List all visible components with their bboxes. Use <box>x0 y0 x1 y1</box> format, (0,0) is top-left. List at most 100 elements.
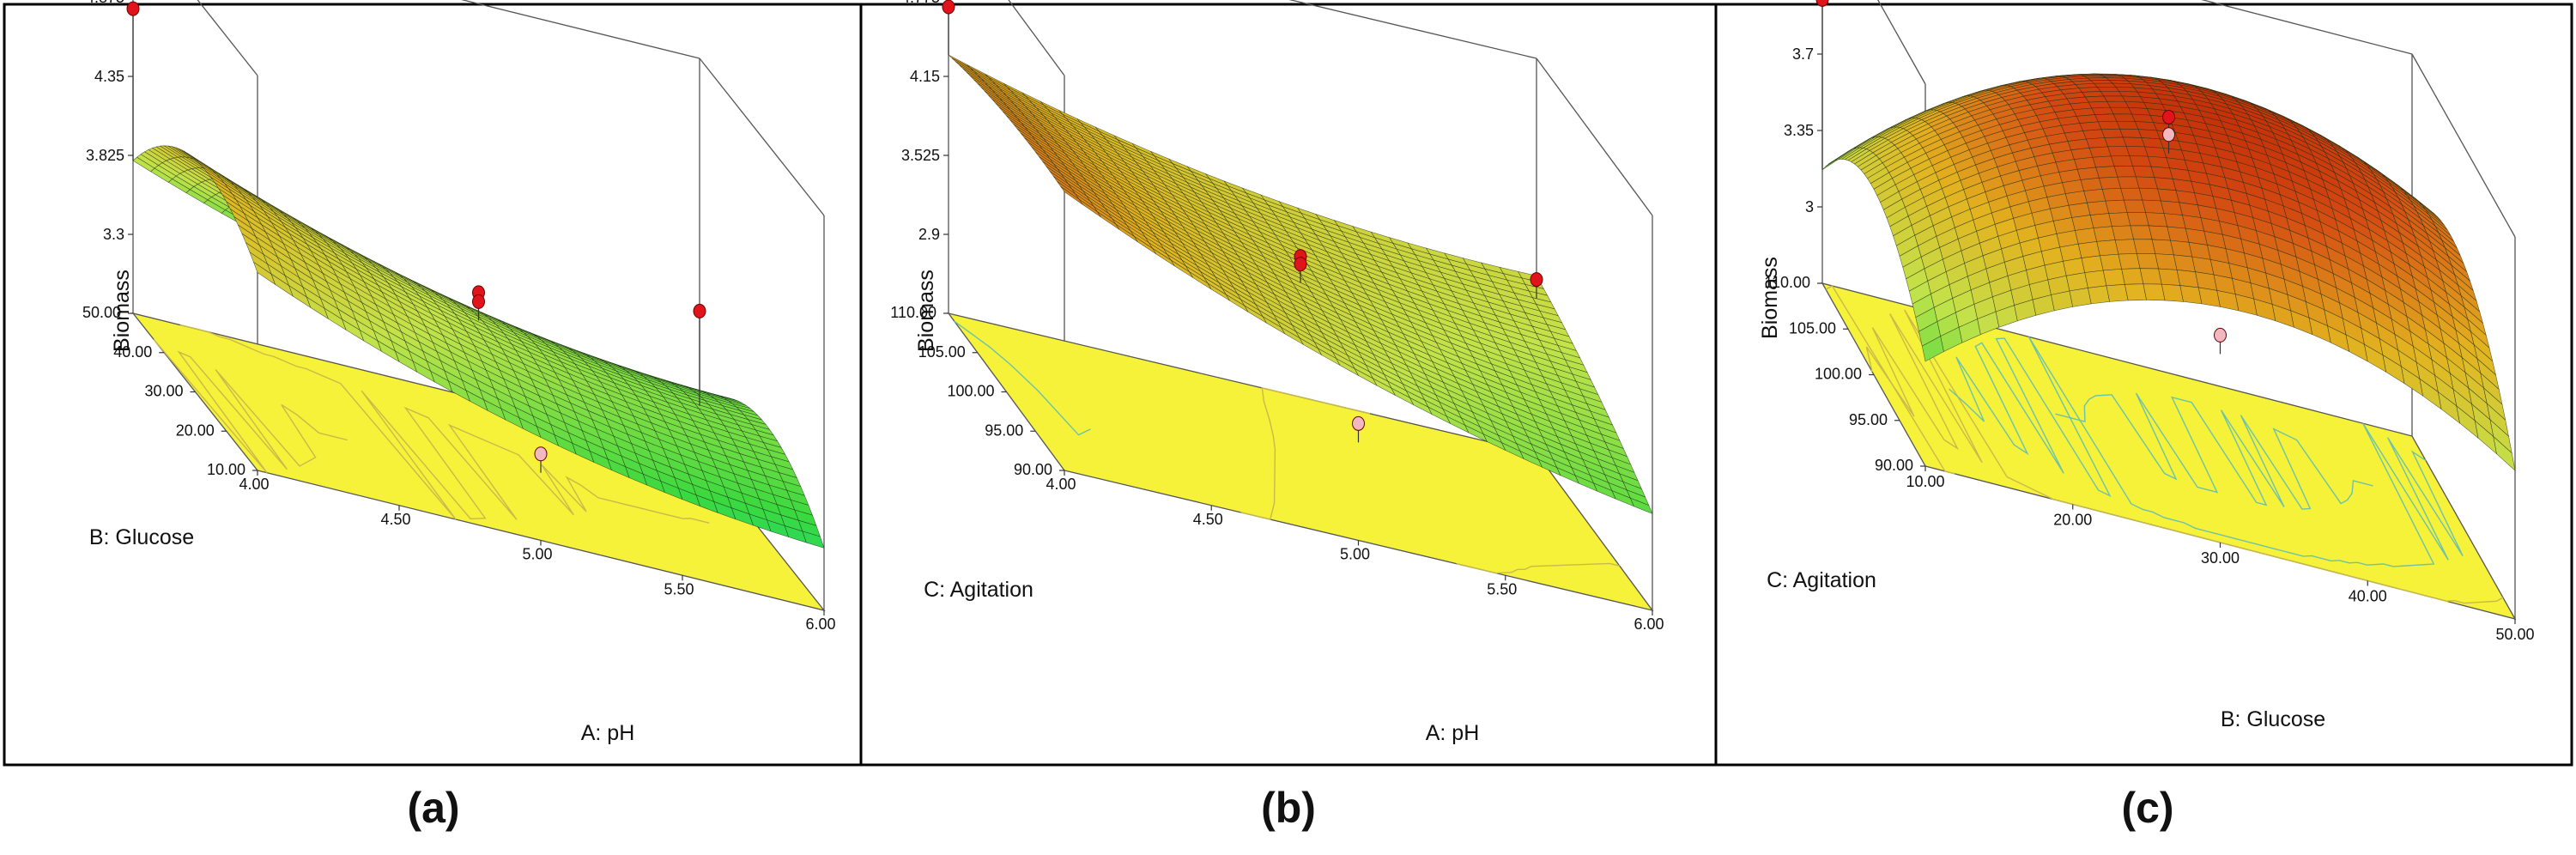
y-axis-label: C: Agitation <box>924 578 1033 602</box>
surface-cell <box>2130 225 2153 240</box>
contour-line <box>1240 387 1371 520</box>
surface-cell <box>2101 187 2124 202</box>
surface-cell <box>2069 288 2092 307</box>
y-tick-label: 40.00 <box>113 343 152 361</box>
surface-cell <box>2126 212 2149 227</box>
design-points <box>1815 0 2227 355</box>
surface-cell <box>2117 176 2140 189</box>
surface-cell <box>2096 87 2120 92</box>
design-point-marker <box>2162 109 2175 124</box>
z-tick-label: 3.3 <box>103 226 124 243</box>
surface-cell <box>2151 239 2174 256</box>
y-tick-label: 95.00 <box>1849 411 1888 428</box>
y-tick-label: 110.00 <box>1764 274 1810 291</box>
panel-frame <box>1714 3 2573 767</box>
x-tick-label: 20.00 <box>2053 512 2092 529</box>
surface-plot-c: 33.353.74.054.410.0020.0030.0040.0050.00… <box>1714 0 2573 832</box>
z-tick-label: 3 <box>1805 198 1814 215</box>
contour-line <box>2055 392 2373 510</box>
z-axis-label: Biomass <box>110 270 134 352</box>
panel-caption: (c) <box>2121 784 2173 832</box>
surface-cell <box>2086 137 2109 149</box>
box-edge <box>1288 0 1537 59</box>
x-tick-label: 5.50 <box>664 580 694 597</box>
surface-cell <box>2132 166 2155 178</box>
surface-cell <box>2107 146 2131 157</box>
surface-cell <box>2081 255 2104 273</box>
x-tick-label: 4.50 <box>1193 511 1223 528</box>
x-axis-ticks: 4.00 4.50 5.00 5.50 6.00 <box>239 470 836 633</box>
surface-cell <box>2137 253 2159 270</box>
surface-cell <box>2088 100 2111 109</box>
response-surface <box>948 54 1653 514</box>
design-point-marker <box>472 294 485 309</box>
contour-floor <box>1821 282 2517 621</box>
surface-cell <box>2111 155 2133 167</box>
surface-cell <box>2093 226 2116 242</box>
contour-line <box>153 339 348 474</box>
y-tick-label: 95.00 <box>985 421 1023 439</box>
surface-cell <box>2118 253 2141 270</box>
design-point-marker <box>942 0 955 15</box>
y-axis-ticks: 90.00 95.00 100.00 105.00 110.00 <box>890 304 1064 478</box>
surface-cell <box>2091 106 2114 115</box>
y-tick-label: 20.00 <box>176 421 215 439</box>
surface-cell <box>2076 167 2100 180</box>
design-points <box>942 0 1543 443</box>
surface-cell <box>2106 100 2130 108</box>
contour-line <box>1456 562 1620 574</box>
surface-cell <box>2125 146 2149 157</box>
surface-cell <box>2102 269 2125 287</box>
design-point-marker <box>534 446 548 462</box>
panel-caption: (b) <box>1261 784 1316 832</box>
surface-cell <box>1629 497 1653 514</box>
surface-cell <box>2100 253 2122 271</box>
surface-cell <box>2129 155 2152 167</box>
surface-cell <box>2088 146 2112 158</box>
box-edge <box>460 0 700 59</box>
design-points <box>126 1 706 473</box>
response-surface <box>132 145 825 549</box>
y-tick-label: 30.00 <box>144 383 183 400</box>
x-axis-label: B: Glucose <box>2221 707 2325 731</box>
z-tick-label: 4.35 <box>94 68 124 85</box>
y-tick-label: 50.00 <box>82 304 121 321</box>
surface-cell <box>2095 166 2118 179</box>
design-point-marker <box>693 303 706 318</box>
surface-cell <box>2135 176 2158 190</box>
surface-cell <box>2121 268 2144 285</box>
response-surface <box>1821 73 2516 471</box>
surface-cell <box>2097 120 2121 130</box>
surface-cell <box>2087 200 2110 215</box>
y-axis-ticks: 10.00 20.00 30.00 40.00 50.00 <box>82 304 258 478</box>
surface-cell <box>2114 239 2137 255</box>
surface-cell <box>2100 128 2124 138</box>
y-tick-label: 105.00 <box>918 343 966 361</box>
x-axis-label: A: pH <box>1426 721 1480 745</box>
surface-cell <box>2071 215 2094 231</box>
x-tick-label: 5.50 <box>1487 580 1517 597</box>
surface-cell <box>2124 283 2147 301</box>
surface-cell <box>2083 189 2106 203</box>
box-edge <box>2201 0 2413 55</box>
y-axis-label: B: Glucose <box>89 525 194 549</box>
surface-cell <box>802 531 825 549</box>
surface-cell <box>2142 199 2165 214</box>
x-axis-ticks: 4.00 4.50 5.00 5.50 6.00 <box>1046 470 1664 633</box>
box-edge <box>1877 0 1926 85</box>
x-axis-label: A: pH <box>581 721 635 745</box>
z-tick-label: 2.9 <box>918 226 940 243</box>
z-axis-label: Biomass <box>1758 257 1782 339</box>
design-point-marker <box>2162 127 2175 142</box>
y-tick-label: 110.00 <box>890 304 936 321</box>
x-tick-label: 40.00 <box>2349 588 2387 605</box>
contour-line <box>1865 309 2504 604</box>
surface-cell <box>2080 178 2103 191</box>
y-tick-label: 100.00 <box>947 383 994 400</box>
x-tick-label: 4.50 <box>380 511 410 528</box>
surface-cell <box>2099 176 2121 190</box>
